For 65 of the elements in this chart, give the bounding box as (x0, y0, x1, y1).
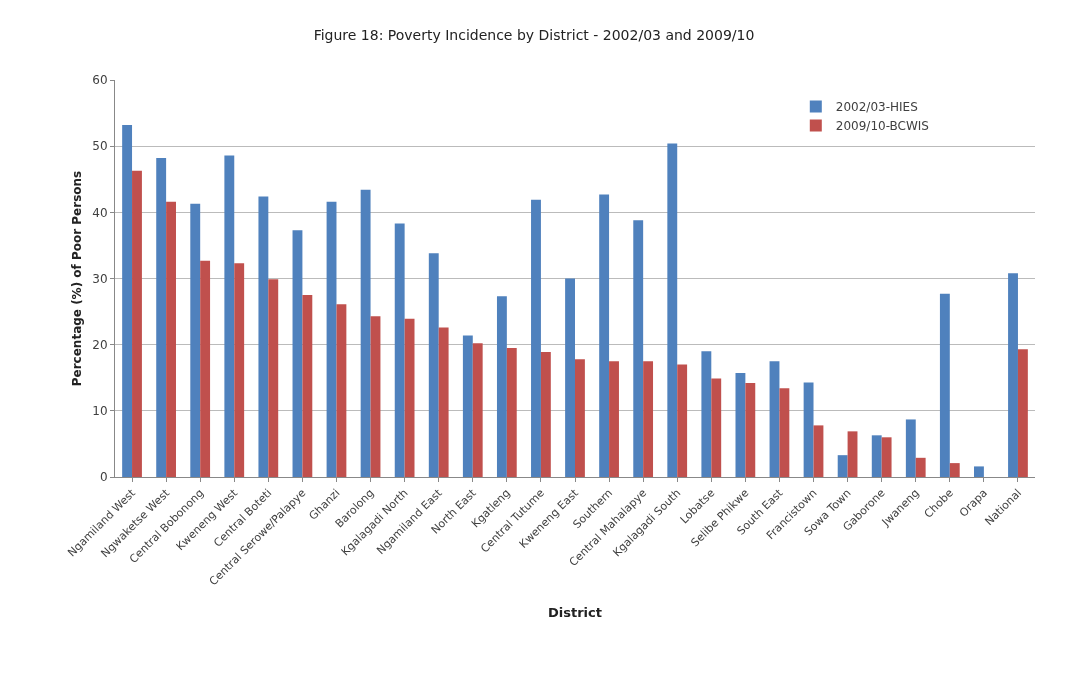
bar (575, 359, 585, 477)
bar (531, 199, 541, 477)
bar (881, 437, 892, 477)
bar (462, 335, 473, 477)
bar (404, 318, 415, 477)
bar (336, 304, 347, 477)
y-tick-label: 10 (92, 404, 108, 419)
bar (224, 155, 235, 477)
bar (122, 124, 133, 477)
bar (565, 278, 575, 477)
bar (915, 457, 926, 477)
bar (643, 361, 654, 477)
bar (438, 327, 449, 477)
bar (302, 295, 313, 477)
bar (428, 253, 439, 477)
bar (156, 158, 167, 477)
y-tick-label: 50 (92, 139, 108, 154)
x-axis-title: District (548, 604, 602, 620)
bar (496, 296, 507, 477)
chart-title: Figure 18: Poverty Incidence by District - 2002/03 and 2009/10 (313, 27, 755, 44)
bar (735, 373, 746, 477)
y-tick-label: 30 (92, 271, 108, 286)
bar (1017, 349, 1028, 477)
bar (370, 316, 381, 477)
bar (258, 196, 269, 477)
bar (540, 351, 551, 477)
bar (132, 170, 142, 477)
bar (905, 419, 916, 477)
bar (711, 378, 722, 477)
bar (803, 382, 814, 477)
y-axis-title: Percentage (%) of Poor Persons (70, 170, 84, 387)
bar (813, 425, 824, 477)
bar (292, 230, 303, 477)
y-tick-label: 0 (99, 470, 108, 485)
bar (506, 347, 517, 477)
bar (779, 388, 790, 477)
bar (745, 383, 756, 477)
bar (609, 361, 619, 477)
bar (599, 194, 610, 477)
legend-label: 2009/10-BCWIS (835, 119, 929, 134)
bar (939, 293, 950, 477)
bar (472, 343, 483, 477)
y-tick-label: 60 (92, 73, 108, 88)
bar (871, 435, 882, 477)
legend-label: 2002/03-HIES (835, 100, 918, 115)
y-tick-label: 20 (92, 337, 108, 352)
bar (394, 223, 405, 477)
bar (837, 455, 848, 477)
bar (847, 431, 858, 477)
bar (1008, 273, 1018, 477)
bar (166, 201, 176, 477)
bar (190, 203, 201, 477)
bar (667, 143, 678, 477)
bar (268, 279, 279, 477)
bar (701, 351, 712, 477)
bar (200, 260, 211, 477)
bar (326, 201, 337, 477)
bar (633, 220, 644, 477)
bar (234, 263, 245, 477)
y-tick-label: 40 (92, 205, 108, 220)
bar (974, 466, 984, 477)
bar (769, 361, 780, 477)
bar (677, 364, 688, 477)
bar (949, 463, 960, 477)
bar (360, 189, 371, 477)
